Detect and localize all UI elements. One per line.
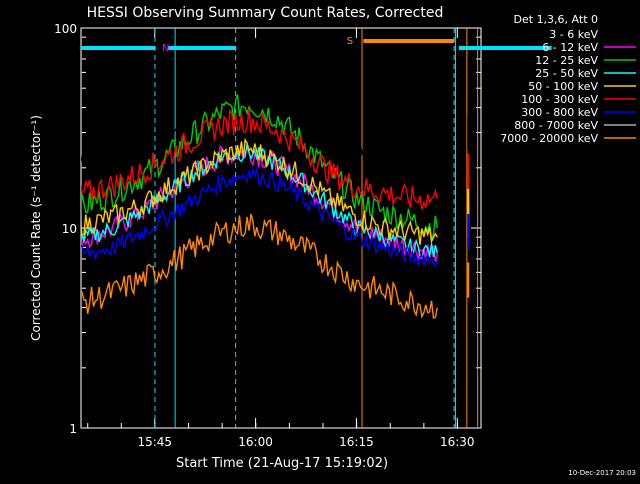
chart-title: HESSI Observing Summary Count Rates, Cor… <box>87 5 444 21</box>
y-axis-label: Corrected Count Rate (s⁻¹ detector⁻¹) <box>29 115 43 341</box>
series-line-6 <box>81 167 438 269</box>
legend-label-7: 800 - 7000 keV <box>514 119 598 132</box>
date-stamp: 10-Dec-2017 20:03 <box>568 469 636 477</box>
flag-n: N <box>162 43 169 54</box>
series-line-0 <box>81 107 438 167</box>
saa-bar <box>363 39 455 43</box>
x-tick-label: 16:30 <box>440 435 475 449</box>
night-bar <box>168 46 236 50</box>
series-line-8 <box>81 213 438 320</box>
night-bar <box>81 46 155 50</box>
y-tick-label: 100 <box>54 22 77 36</box>
series-line-5 <box>81 108 438 210</box>
legend-label-2: 12 - 25 keV <box>535 54 598 67</box>
x-tick-label: 15:45 <box>137 435 172 449</box>
legend-label-8: 7000 - 20000 keV <box>500 132 598 145</box>
series-line-3 <box>81 143 438 261</box>
legend-label-3: 25 - 50 keV <box>535 67 598 80</box>
legend-label-1: 6 - 12 keV <box>542 41 598 54</box>
legend-label-5: 100 - 300 keV <box>521 93 598 106</box>
legend-label-0: 3 - 6 keV <box>549 28 598 41</box>
x-axis-label: Start Time (21-Aug-17 15:19:02) <box>176 456 388 471</box>
series-line-2 <box>81 94 438 240</box>
night-bar <box>458 46 552 50</box>
flag-s: S <box>347 36 353 47</box>
y-tick-label: 1 <box>69 422 77 436</box>
series-line-4 <box>81 137 438 245</box>
y-tick-label: 10 <box>62 222 77 236</box>
legend-title: Det 1,3,6, Att 0 <box>514 13 598 26</box>
x-tick-label: 16:00 <box>238 435 273 449</box>
x-tick-label: 16:15 <box>339 435 374 449</box>
legend-label-6: 300 - 800 keV <box>521 106 598 119</box>
legend-label-4: 50 - 100 keV <box>528 80 598 93</box>
